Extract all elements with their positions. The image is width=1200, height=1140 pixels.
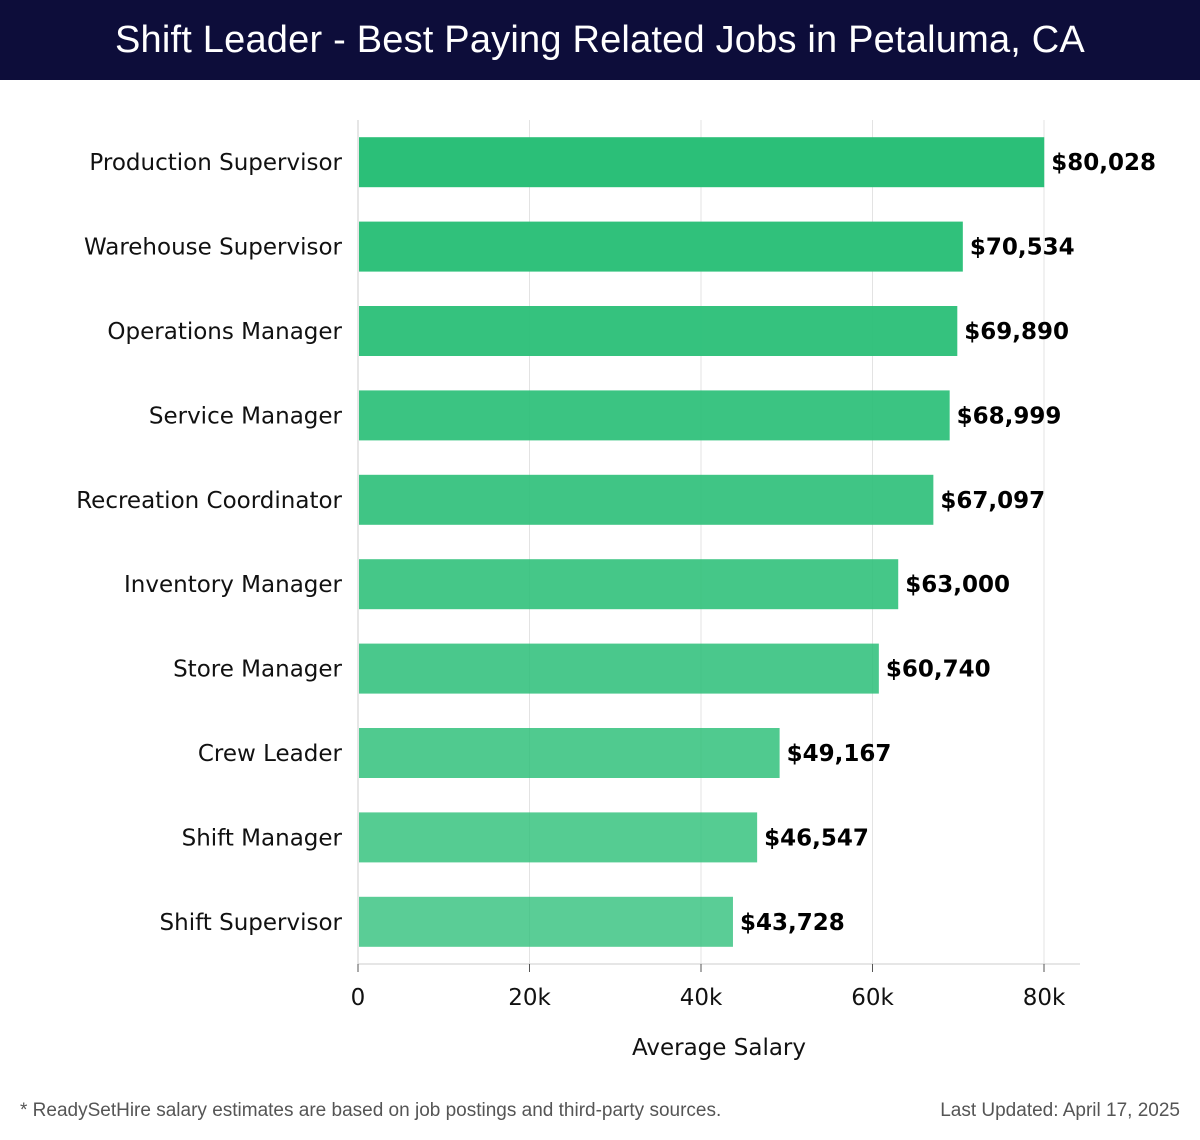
x-axis-title: Average Salary bbox=[632, 1035, 806, 1061]
category-label: Shift Supervisor bbox=[160, 910, 343, 936]
x-tick-label: 80k bbox=[1023, 985, 1066, 1011]
bar bbox=[359, 896, 733, 947]
x-tick-label: 40k bbox=[680, 985, 723, 1011]
category-label: Inventory Manager bbox=[124, 572, 343, 598]
data-label: $67,097 bbox=[940, 488, 1045, 514]
category-label: Operations Manager bbox=[107, 319, 342, 345]
data-label: $49,167 bbox=[787, 741, 892, 767]
category-label: Recreation Coordinator bbox=[76, 488, 342, 514]
bar bbox=[359, 559, 899, 610]
category-label: Crew Leader bbox=[198, 741, 343, 767]
category-label: Warehouse Supervisor bbox=[84, 235, 343, 261]
data-label: $69,890 bbox=[964, 319, 1069, 345]
bar bbox=[359, 390, 950, 441]
category-label: Store Manager bbox=[173, 657, 342, 683]
data-label: $70,534 bbox=[970, 235, 1075, 261]
footer-note: * ReadySetHire salary estimates are base… bbox=[20, 1100, 722, 1121]
x-tick-label: 20k bbox=[508, 985, 551, 1011]
bar bbox=[359, 137, 1045, 188]
chart-title: Shift Leader - Best Paying Related Jobs … bbox=[0, 0, 1200, 80]
data-label: $60,740 bbox=[886, 657, 991, 683]
category-label: Service Manager bbox=[149, 403, 343, 429]
bar bbox=[359, 812, 758, 863]
bar bbox=[359, 728, 780, 778]
x-tick-label: 60k bbox=[851, 985, 894, 1011]
data-label: $68,999 bbox=[957, 403, 1062, 429]
bar bbox=[359, 306, 958, 356]
category-label: Production Supervisor bbox=[89, 150, 342, 176]
data-label: $63,000 bbox=[905, 572, 1010, 598]
category-label: Shift Manager bbox=[182, 825, 343, 851]
data-label: $80,028 bbox=[1051, 150, 1156, 176]
x-tick-label: 0 bbox=[351, 985, 366, 1011]
bar bbox=[359, 221, 963, 272]
bar-chart: Production Supervisor $80,028 Warehouse Su… bbox=[76, 120, 1156, 1061]
last-updated: Last Updated: April 17, 2025 bbox=[940, 1100, 1180, 1121]
bar bbox=[359, 643, 879, 694]
data-label: $43,728 bbox=[740, 910, 845, 936]
bar bbox=[359, 474, 934, 525]
data-label: $46,547 bbox=[764, 825, 869, 851]
